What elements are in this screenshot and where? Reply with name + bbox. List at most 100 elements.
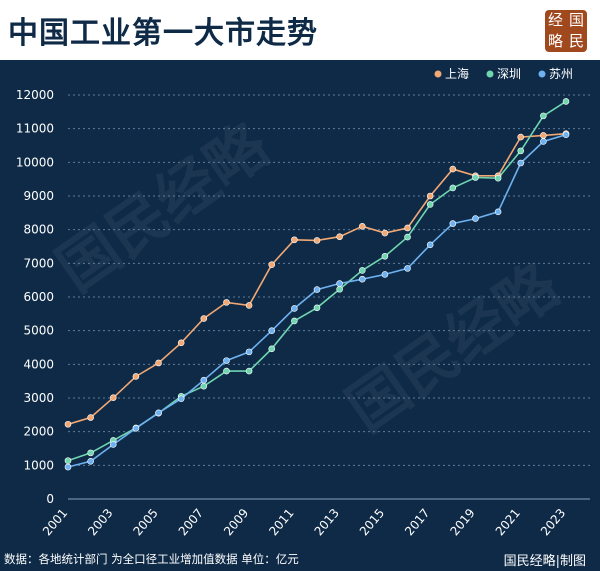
data-point <box>381 252 389 260</box>
data-point <box>517 133 525 141</box>
data-point <box>313 286 321 293</box>
data-point <box>155 359 162 367</box>
x-tick-label: 2019 <box>447 506 477 538</box>
x-axis-ticks: 2001 2003 2005 2007 2009 2011 2013 2015 2017 2019… <box>40 506 568 538</box>
x-tick-label: 2001 <box>40 506 70 538</box>
data-point <box>132 373 140 380</box>
legend-marker <box>434 70 442 78</box>
data-point <box>155 409 162 417</box>
line-chart: 0 1000 2000 3000 4000 5000 6000 7000 8000 9000 100… <box>16 66 590 538</box>
data-point <box>358 223 366 230</box>
data-point <box>404 265 411 272</box>
y-tick-label: 12000 <box>16 88 54 102</box>
data-point <box>64 420 72 428</box>
data-point <box>472 174 479 181</box>
series-points <box>64 98 570 471</box>
chart-credit: 国民经略|制图 <box>503 554 586 569</box>
data-point <box>64 463 72 471</box>
data-point <box>109 441 117 448</box>
data-point <box>64 457 72 464</box>
data-point <box>223 357 230 364</box>
x-tick-label: 2005 <box>130 506 160 538</box>
data-point <box>562 98 570 105</box>
legend: 上海 深圳 苏州 <box>434 66 573 81</box>
x-tick-label: 2021 <box>493 506 523 538</box>
x-tick-label: 2017 <box>402 506 432 538</box>
series-lines <box>67 100 567 468</box>
legend-marker <box>538 70 546 78</box>
y-tick-label: 8000 <box>23 223 54 237</box>
data-point <box>540 112 547 120</box>
data-point <box>404 224 411 232</box>
y-tick-label: 4000 <box>23 357 54 371</box>
x-tick-label: 2011 <box>266 506 296 538</box>
y-tick-label: 0 <box>46 492 54 506</box>
series-line <box>67 133 567 468</box>
page-title: 中国工业第一大市走势 <box>8 16 318 51</box>
data-point <box>449 165 457 173</box>
x-tick-label: 2013 <box>312 506 342 538</box>
data-point <box>200 376 208 384</box>
y-tick-label: 1000 <box>23 458 54 472</box>
data-point <box>358 267 366 274</box>
data-point <box>562 131 570 139</box>
footer: 数据：各地统计部门 为全口径工业增加值数据 单位：亿元 国民经略|制图 <box>0 547 600 571</box>
data-point <box>540 132 547 139</box>
data-point <box>245 367 253 375</box>
data-point <box>109 394 117 401</box>
data-point <box>200 382 208 390</box>
data-point <box>245 302 253 309</box>
data-point <box>426 192 434 200</box>
logo-char-2: 国 <box>568 11 584 29</box>
brand-logo: 经 国 略 民 <box>545 10 587 52</box>
data-point <box>517 159 525 167</box>
data-point <box>381 271 389 278</box>
data-point <box>87 414 94 421</box>
data-source-note: 数据：各地统计部门 为全口径工业增加值数据 单位：亿元 <box>4 552 299 566</box>
y-tick-label: 5000 <box>23 324 54 338</box>
y-tick-label: 3000 <box>23 391 54 405</box>
data-point <box>245 348 253 356</box>
y-tick-label: 6000 <box>23 290 54 304</box>
x-tick-label: 2003 <box>85 506 115 538</box>
data-point <box>313 304 321 312</box>
logo-char-1: 经 <box>547 11 563 29</box>
y-tick-label: 7000 <box>23 256 54 270</box>
data-point <box>449 184 457 192</box>
data-point <box>177 339 185 347</box>
y-tick-label: 10000 <box>16 155 54 169</box>
data-point <box>132 424 140 432</box>
data-point <box>268 345 276 353</box>
data-point <box>358 275 366 283</box>
data-point <box>540 138 547 145</box>
data-point <box>336 280 343 287</box>
data-point <box>291 236 298 244</box>
x-tick-label: 2023 <box>538 506 568 538</box>
data-point <box>87 457 94 465</box>
data-point <box>223 299 230 306</box>
data-point <box>291 305 298 312</box>
data-point <box>404 233 411 241</box>
logo-char-3: 略 <box>547 32 563 50</box>
y-tick-label: 11000 <box>16 122 54 136</box>
y-tick-label: 9000 <box>23 189 54 203</box>
data-point <box>336 285 343 293</box>
data-point <box>268 327 276 334</box>
data-point <box>87 449 94 457</box>
legend-label: 上海 <box>445 66 469 81</box>
header: 中国工业第一大市走势 经 国 略 民 <box>0 0 600 60</box>
data-point <box>426 241 434 249</box>
data-point <box>472 215 479 222</box>
data-point <box>291 317 298 325</box>
data-point <box>494 174 502 182</box>
data-point <box>200 315 208 322</box>
logo-char-4: 民 <box>568 32 584 50</box>
y-axis-ticks: 0 1000 2000 3000 4000 5000 6000 7000 8000 9000 100… <box>16 88 54 506</box>
y-tick-label: 2000 <box>23 425 54 439</box>
legend-marker <box>486 70 494 78</box>
data-point <box>336 233 343 241</box>
data-point <box>313 237 321 244</box>
data-point <box>268 261 276 268</box>
data-point <box>449 220 457 227</box>
data-point <box>177 395 185 402</box>
